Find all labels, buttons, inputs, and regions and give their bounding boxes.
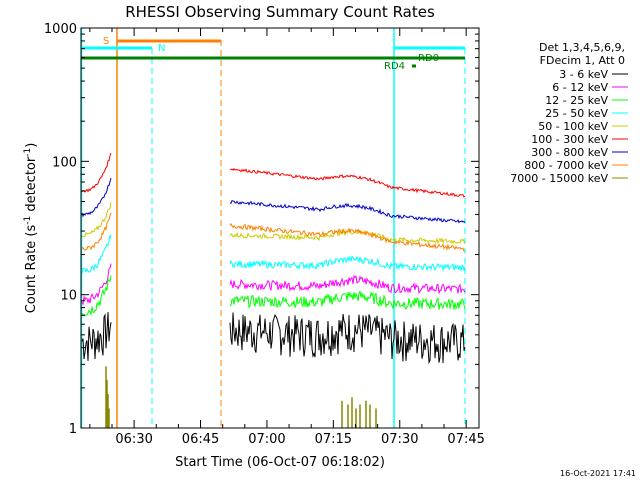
x-tick-label-3: 07:15 xyxy=(315,432,352,447)
legend-entry-0: 3 - 6 keV xyxy=(559,68,608,81)
saa-label: S xyxy=(103,36,109,47)
y-axis-label-sup2: -1 xyxy=(23,148,33,157)
x-tick-label-0: 06:30 xyxy=(115,432,152,447)
series-0-segment-2 xyxy=(229,312,466,365)
legend-entry-3: 25 - 50 keV xyxy=(545,107,608,120)
legend: Det 1,3,4,5,6,9, FDecim 1, Att 0 3 - 6 k… xyxy=(510,41,628,185)
series-3-segment-2 xyxy=(229,255,466,272)
series-6-segment-1 xyxy=(81,177,112,218)
legend-entry-6: 300 - 800 keV xyxy=(531,146,608,159)
annotations-layer: S N RD0 RD4 xyxy=(80,28,466,428)
series-0-segment-1 xyxy=(81,312,112,361)
rd0-label: RD0 xyxy=(418,53,439,64)
x-tick-label-2: 07:00 xyxy=(248,432,285,447)
flare-layer xyxy=(105,366,377,428)
y-tick-label-1: 10 xyxy=(60,289,77,304)
y-axis-label-rest: detector xyxy=(24,156,39,216)
chart-title: RHESSI Observing Summary Count Rates xyxy=(125,3,435,21)
series-5-segment-2 xyxy=(229,168,466,198)
series-4-segment-2 xyxy=(229,228,466,245)
x-tick-label-1: 06:45 xyxy=(182,432,219,447)
legend-header-line-2: FDecim 1, Att 0 xyxy=(540,54,625,67)
y-axis-label-main: Count Rate (s xyxy=(24,225,39,314)
series-6-segment-2 xyxy=(229,199,466,224)
y-axis-label-sup: -1 xyxy=(23,216,33,225)
series-3-segment-1 xyxy=(81,234,112,275)
legend-entry-4: 50 - 100 keV xyxy=(538,120,608,133)
y-tick-label-0: 1 xyxy=(69,422,77,437)
series-1-segment-2 xyxy=(229,274,466,294)
series-5-segment-1 xyxy=(81,152,112,194)
y-axis-label-close: ) xyxy=(24,143,39,148)
footer-timestamp: 16-Oct-2021 17:41 xyxy=(560,469,636,478)
axis-layer: 06:30 06:45 07:00 07:15 07:30 07:45 1 10 100 1000 xyxy=(44,22,485,447)
series-4-segment-1 xyxy=(81,202,112,238)
y-axis-label: Count Rate (s-1 detector-1) xyxy=(23,143,39,314)
legend-entry-7: 800 - 7000 keV xyxy=(524,159,608,172)
legend-entry-5: 100 - 300 keV xyxy=(531,133,608,146)
rd4-label: RD4 xyxy=(384,61,405,72)
x-tick-label-5: 07:45 xyxy=(447,432,484,447)
y-tick-label-2: 100 xyxy=(52,155,77,170)
series-2-segment-2 xyxy=(229,290,466,311)
series-2-segment-1 xyxy=(81,275,112,317)
series-7-segment-2 xyxy=(229,222,466,252)
legend-header-line-1: Det 1,3,4,5,6,9, xyxy=(539,41,625,54)
plot-frame xyxy=(80,27,480,429)
legend-entry-8: 7000 - 15000 keV xyxy=(510,172,608,185)
night-label: N xyxy=(158,43,165,54)
y-tick-label-3: 1000 xyxy=(44,22,77,37)
series-1-segment-1 xyxy=(81,263,112,306)
legend-entry-1: 6 - 12 keV xyxy=(552,81,608,94)
x-tick-label-4: 07:30 xyxy=(381,432,418,447)
x-axis-label: Start Time (06-Oct-07 06:18:02) xyxy=(175,455,385,470)
series-7-segment-1 xyxy=(81,212,112,251)
series-layer xyxy=(81,152,466,365)
legend-entry-2: 12 - 25 keV xyxy=(545,94,608,107)
